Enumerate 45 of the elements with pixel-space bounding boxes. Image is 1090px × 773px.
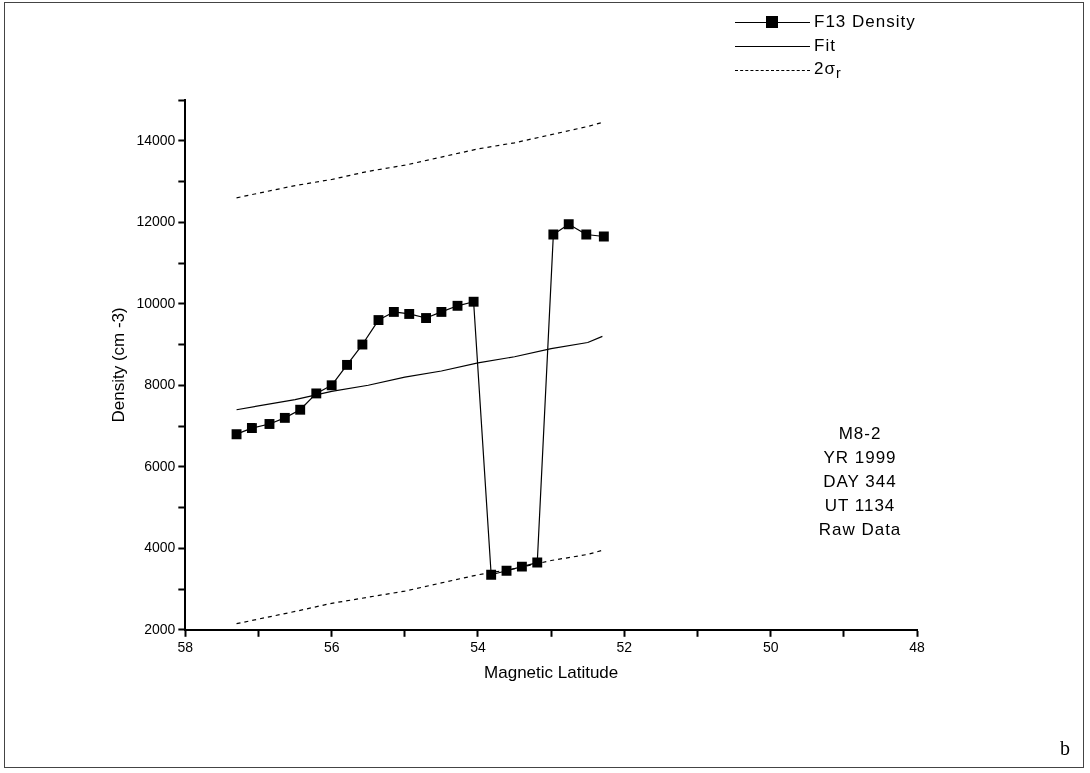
point (295, 404, 306, 415)
line-series (235, 121, 603, 199)
point (264, 419, 275, 429)
x-tick-label: 52 (616, 639, 633, 656)
x-tick-label: 54 (470, 639, 486, 656)
point (342, 359, 352, 370)
point (357, 339, 368, 350)
point (436, 306, 447, 317)
point (468, 296, 479, 307)
point (516, 561, 527, 572)
y-axis-title: Density (cm -3) (108, 307, 128, 423)
y-tick-label: 4000 (144, 539, 176, 556)
x-tick-label: 50 (762, 639, 779, 656)
legend-label: 2σ$_{r}$ (814, 58, 842, 82)
legend-label: Fit (814, 36, 836, 56)
y-tick-label: 12000 (136, 213, 176, 230)
x-tick-label: 56 (323, 639, 340, 656)
legend-label: F13 Density (814, 12, 916, 32)
y-tick-label: 2000 (144, 620, 176, 637)
y-tick-label: 6000 (144, 457, 176, 474)
point (501, 565, 512, 576)
point (404, 309, 415, 319)
point (548, 229, 559, 240)
point (326, 380, 337, 391)
y-tick-label: 8000 (144, 376, 176, 393)
annotation: M8-2 YR 1999 DAY 344 UT 1134 Raw Data (817, 423, 903, 541)
point (373, 315, 384, 326)
x-tick-label: 58 (177, 639, 194, 656)
point (486, 569, 497, 580)
point (311, 388, 322, 399)
point (563, 219, 574, 230)
point (581, 229, 592, 240)
point (246, 423, 257, 434)
point (598, 231, 609, 242)
y-tick-label: 14000 (136, 131, 176, 148)
x-axis-title: Magnetic Latitude (484, 663, 619, 683)
point (388, 306, 399, 317)
point (421, 313, 431, 323)
point (452, 300, 463, 311)
point (532, 557, 543, 568)
point (279, 412, 290, 423)
x-tick-label: 48 (909, 639, 925, 656)
y-tick-label: 10000 (136, 294, 176, 311)
text: b (1060, 737, 1070, 760)
point (231, 429, 242, 440)
